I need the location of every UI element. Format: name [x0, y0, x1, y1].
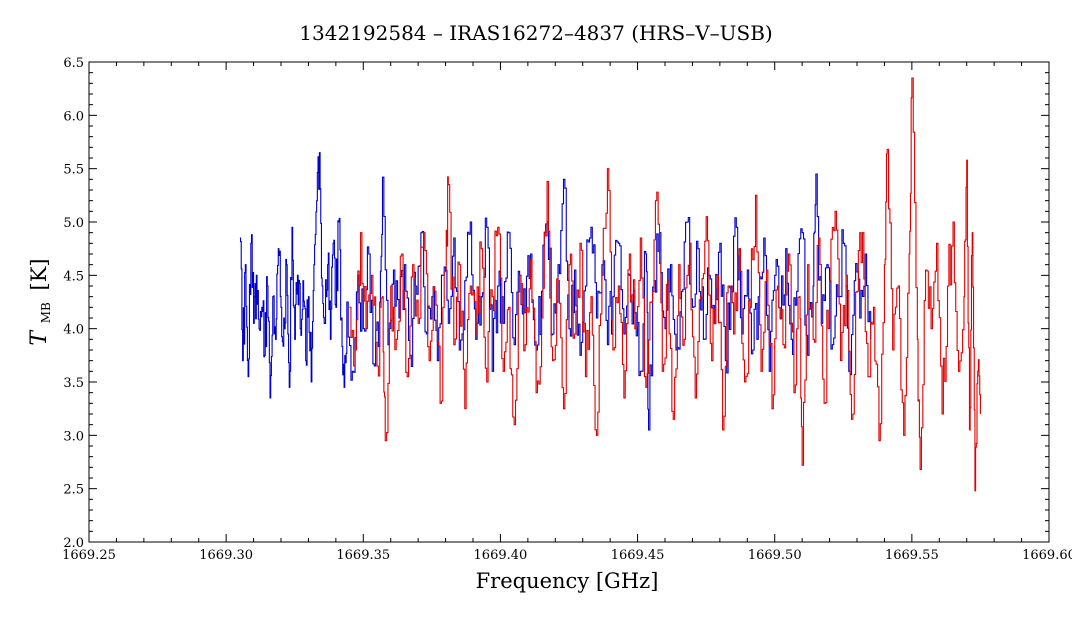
x-tick-label: 1669.35	[336, 548, 390, 563]
plot-area	[239, 77, 981, 492]
x-tick-label: 1669.40	[474, 548, 528, 563]
y-axis-title-main: T	[27, 329, 52, 346]
y-tick-label: 5.0	[63, 216, 84, 231]
x-tick-label: 1669.30	[199, 548, 253, 563]
y-tick-label: 4.5	[63, 269, 84, 284]
x-axis-title: Frequency [GHz]	[476, 569, 659, 593]
y-axis: 2.0 2.5 3.0 3.5 4.0 4.5 5.0 5.5 6.0 6.5	[63, 56, 1049, 551]
y-tick-label: 6.0	[63, 109, 84, 124]
y-axis-title: T MB [K]	[27, 258, 55, 345]
y-axis-title-sub: MB	[39, 302, 53, 323]
y-tick-label: 6.5	[63, 56, 84, 71]
y-tick-label: 2.0	[63, 536, 84, 551]
x-tick-label: 1669.50	[748, 548, 802, 563]
y-tick-label: 4.0	[63, 323, 84, 338]
x-tick-label: 1669.45	[611, 548, 665, 563]
x-tick-label: 1669.25	[62, 548, 116, 563]
y-tick-label: 5.5	[63, 163, 84, 178]
y-axis-title-unit: [K]	[27, 258, 51, 290]
y-tick-label: 2.5	[63, 483, 84, 498]
plot-frame	[88, 61, 1050, 543]
x-axis: 1669.25 1669.30 1669.35 1669.40 1669.45 1669.…	[62, 62, 1072, 563]
series-line-1	[239, 152, 872, 431]
x-tick-label: 1669.60	[1022, 548, 1072, 563]
series-line-2	[349, 77, 981, 492]
y-tick-label: 3.5	[63, 376, 84, 391]
y-tick-label: 3.0	[63, 429, 84, 444]
x-tick-label: 1669.55	[885, 548, 939, 563]
chart-title: 1342192584 – IRAS16272–4837 (HRS–V–USB)	[299, 21, 772, 45]
